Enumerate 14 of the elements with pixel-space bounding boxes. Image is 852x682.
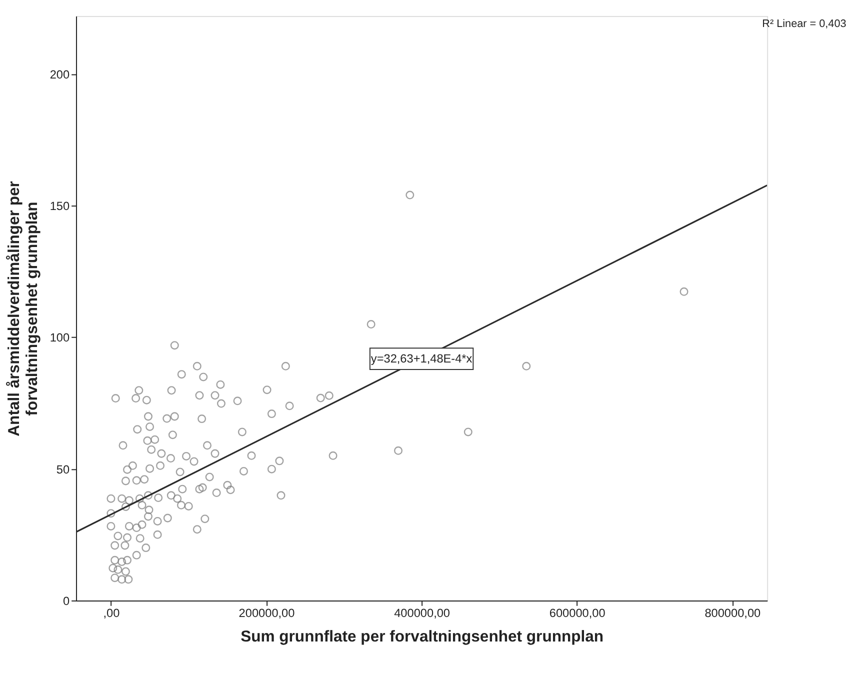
y-axis-title: Antall årsmiddelverdimålinger per forvaltningsenhet grunnplan <box>6 181 41 436</box>
y-tick-label: 0 <box>63 594 70 608</box>
annotation: y=32,63+1,48E-4*x <box>370 352 472 366</box>
y-tick-label: 150 <box>50 199 70 214</box>
x-axis-title: Sum grunnflate per forvaltningsenhet grunnplan <box>240 628 604 646</box>
y-tick-label: 200 <box>50 67 70 82</box>
x-tick-label: 800000,00 <box>704 606 762 620</box>
y-tick-label: 100 <box>50 330 70 345</box>
x-tick-label: 200000,00 <box>238 606 296 620</box>
x-tick-label: 600000,00 <box>549 606 606 620</box>
y-tick-label: 50 <box>56 462 70 476</box>
x-tick-label: 400000,00 <box>394 606 450 620</box>
x-tick-label: ,00 <box>103 606 120 620</box>
annotation: R² Linear = 0,403 <box>762 18 846 30</box>
